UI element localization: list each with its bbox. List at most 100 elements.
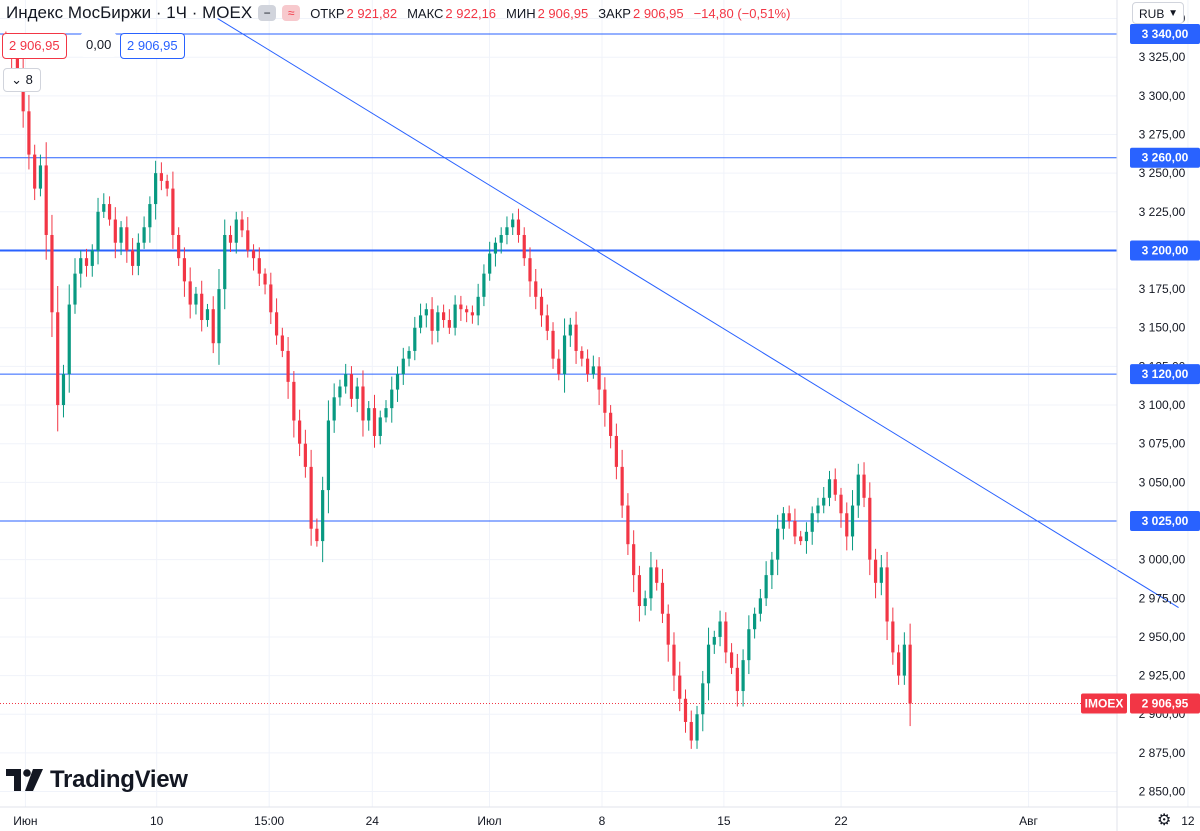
candle-body <box>626 505 630 545</box>
candle-body <box>142 227 146 243</box>
candle-body <box>799 536 803 542</box>
candle-body <box>539 296 544 316</box>
price-axis: 3 350,003 325,003 300,003 275,003 250,00… <box>1139 12 1186 799</box>
collapse-indicators-button[interactable]: ⌄ 8 <box>3 68 41 92</box>
y-tick-label: 3 325,00 <box>1139 50 1186 64</box>
close-value: 2 906,95 <box>632 5 684 21</box>
currency-select[interactable]: RUB ▼ <box>1132 2 1184 24</box>
y-tick-label: 3 075,00 <box>1139 437 1186 451</box>
candle-body <box>79 258 83 274</box>
candle-body <box>580 350 584 359</box>
candle-body <box>38 165 43 189</box>
candle-body <box>568 324 572 336</box>
candle-body <box>418 315 423 328</box>
x-tick-label: 10 <box>150 814 164 828</box>
chart-header: Индекс МосБиржи · 1Ч · MOEX − ≈ ОТКР 2 92… <box>0 0 790 26</box>
low-label: МИН <box>506 5 536 21</box>
candle-body <box>511 219 515 228</box>
low-value: 2 906,95 <box>537 5 589 21</box>
candle-body <box>338 386 342 398</box>
level-tag-label: 3 025,00 <box>1142 514 1189 528</box>
sell-price-pill[interactable]: 2 906,95 <box>2 33 67 59</box>
candle-body <box>885 567 889 622</box>
y-tick-label: 3 150,00 <box>1139 321 1186 335</box>
candle-body <box>597 366 601 390</box>
wave-icon[interactable]: ≈ <box>282 5 301 21</box>
time-axis: Июн 10 15:00 24 Июл 8 15 22 Авг 12 <box>13 814 1195 828</box>
candle-body <box>862 474 866 498</box>
candle-body <box>349 374 354 399</box>
chevron-down-icon: ▼ <box>1168 8 1178 19</box>
candle-body <box>701 683 705 715</box>
candle-body <box>528 258 532 282</box>
candle-body <box>741 660 745 692</box>
candle-body <box>718 621 722 637</box>
candle-body <box>712 636 716 645</box>
candle-body <box>804 531 809 542</box>
y-tick-label: 3 225,00 <box>1139 205 1186 219</box>
candle-body <box>856 474 860 506</box>
candle-body <box>321 490 325 542</box>
buy-price-pill[interactable]: 2 906,95 <box>120 33 185 59</box>
candle-body <box>902 644 906 676</box>
candle-body <box>298 420 302 444</box>
candle-body <box>827 479 832 498</box>
y-tick-label: 2 850,00 <box>1139 785 1186 799</box>
candle-body <box>591 366 595 375</box>
candle-body <box>130 250 135 266</box>
y-tick-label: 3 100,00 <box>1139 398 1186 412</box>
y-tick-label: 3 050,00 <box>1139 475 1186 489</box>
candle-body <box>816 505 820 514</box>
minus-icon[interactable]: − <box>258 5 277 21</box>
candle-body <box>67 304 71 375</box>
symbol-tag <box>1081 693 1127 714</box>
x-tick-label: 15:00 <box>254 814 284 828</box>
candle-body <box>332 397 336 421</box>
candle-body <box>678 675 682 699</box>
candle-body <box>908 644 912 704</box>
candle-body <box>286 350 290 382</box>
candle-body <box>534 281 538 297</box>
candle-body <box>177 234 181 259</box>
symbol-title[interactable]: Индекс МосБиржи · 1Ч · MOEX <box>6 3 253 22</box>
candle-body <box>263 273 267 285</box>
high-value: 2 922,16 <box>445 5 497 21</box>
y-tick-label: 3 000,00 <box>1139 553 1186 567</box>
candle-body <box>171 188 175 235</box>
x-tick-label: 24 <box>366 814 380 828</box>
candle-body <box>188 281 192 305</box>
candle-body <box>447 320 451 328</box>
gear-icon[interactable]: ⚙ <box>1157 812 1172 829</box>
x-tick-label: Авг <box>1019 814 1038 828</box>
candle-body <box>735 667 739 692</box>
candle-body <box>764 575 768 599</box>
candle-body <box>453 304 457 328</box>
candle-body <box>868 497 872 560</box>
candle-body <box>488 253 492 274</box>
candle-body <box>574 324 578 351</box>
y-tick-label: 3 175,00 <box>1139 282 1186 296</box>
candle-body <box>407 350 411 359</box>
candle-body <box>470 312 474 316</box>
candle-body <box>436 312 440 331</box>
tradingview-logo[interactable]: TradingView <box>6 766 188 794</box>
chevron-down-icon: ⌄ <box>11 72 23 87</box>
level-tag <box>1130 24 1200 45</box>
candle-body <box>770 559 774 576</box>
indicator-count: 8 <box>25 72 33 87</box>
candle-body <box>753 613 757 630</box>
candle-body <box>102 204 106 212</box>
candle-body <box>476 296 480 316</box>
tradingview-wordmark: TradingView <box>50 766 188 793</box>
candle-body <box>217 289 221 344</box>
candle-body <box>113 219 117 243</box>
candle-body <box>787 513 791 521</box>
x-tick-label: Июн <box>13 814 37 828</box>
candle-body <box>372 408 377 436</box>
candle-body <box>50 234 54 313</box>
candle-body <box>879 567 883 583</box>
spread-value: 0,00 <box>80 33 118 57</box>
candle-body <box>810 513 814 532</box>
candle-body <box>384 408 388 418</box>
